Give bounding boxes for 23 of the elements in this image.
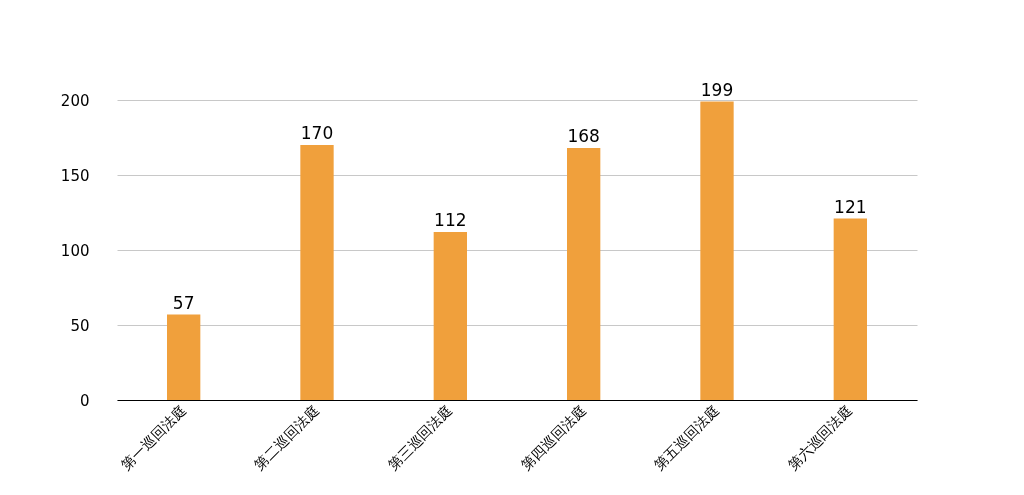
bar	[833, 218, 867, 400]
bar	[300, 145, 334, 400]
x-tick-label: 第三巡回法庭	[384, 402, 456, 473]
y-tick-label: 150	[60, 166, 90, 185]
data-label: 57	[172, 292, 195, 313]
x-tick-label: 第二巡回法庭	[251, 402, 322, 473]
x-tick-label: 第一巡回法庭	[117, 402, 189, 473]
y-tick-label: 0	[79, 391, 90, 410]
data-label: 168	[567, 126, 600, 146]
data-label: 199	[700, 79, 734, 100]
y-tick-label: 100	[60, 241, 90, 260]
x-tick-label: 第四巡回法庭	[517, 402, 589, 473]
x-tick-label: 第六巡回法庭	[784, 402, 856, 473]
x-tick-label: 第五巡回法庭	[651, 402, 722, 473]
y-tick-label: 200	[60, 91, 90, 110]
y-tick-label: 50	[70, 316, 90, 335]
data-label: 121	[834, 196, 867, 217]
bar	[433, 232, 467, 400]
bar	[167, 314, 201, 400]
data-label: 170	[300, 123, 334, 143]
data-label: 112	[434, 210, 467, 230]
bar	[567, 148, 601, 400]
bar	[700, 101, 734, 400]
